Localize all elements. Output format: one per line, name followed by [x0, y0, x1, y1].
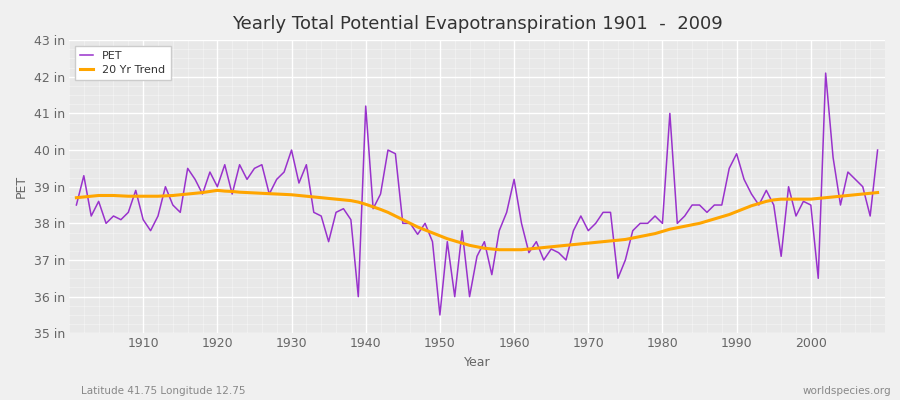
Line: PET: PET	[76, 73, 878, 315]
20 Yr Trend	[516, 247, 526, 252]
PET	[435, 312, 446, 317]
PET	[605, 210, 616, 215]
PET	[338, 206, 349, 211]
20 Yr Trend	[71, 195, 82, 200]
PET	[516, 221, 526, 226]
X-axis label: Year: Year	[464, 356, 490, 369]
Legend: PET, 20 Yr Trend: PET, 20 Yr Trend	[75, 46, 171, 80]
Y-axis label: PET: PET	[15, 175, 28, 198]
20 Yr Trend	[346, 198, 356, 203]
PET	[71, 203, 82, 208]
20 Yr Trend	[524, 246, 535, 251]
20 Yr Trend	[613, 238, 624, 242]
PET	[872, 148, 883, 152]
20 Yr Trend	[494, 247, 505, 252]
20 Yr Trend	[301, 194, 311, 199]
20 Yr Trend	[212, 188, 222, 193]
Line: 20 Yr Trend: 20 Yr Trend	[76, 190, 878, 250]
PET	[130, 188, 141, 193]
20 Yr Trend	[130, 194, 141, 199]
PET	[508, 177, 519, 182]
PET	[820, 71, 831, 76]
PET	[293, 181, 304, 186]
Text: Latitude 41.75 Longitude 12.75: Latitude 41.75 Longitude 12.75	[81, 386, 246, 396]
Title: Yearly Total Potential Evapotranspiration 1901  -  2009: Yearly Total Potential Evapotranspiratio…	[231, 15, 723, 33]
Text: worldspecies.org: worldspecies.org	[803, 386, 891, 396]
20 Yr Trend	[872, 190, 883, 195]
